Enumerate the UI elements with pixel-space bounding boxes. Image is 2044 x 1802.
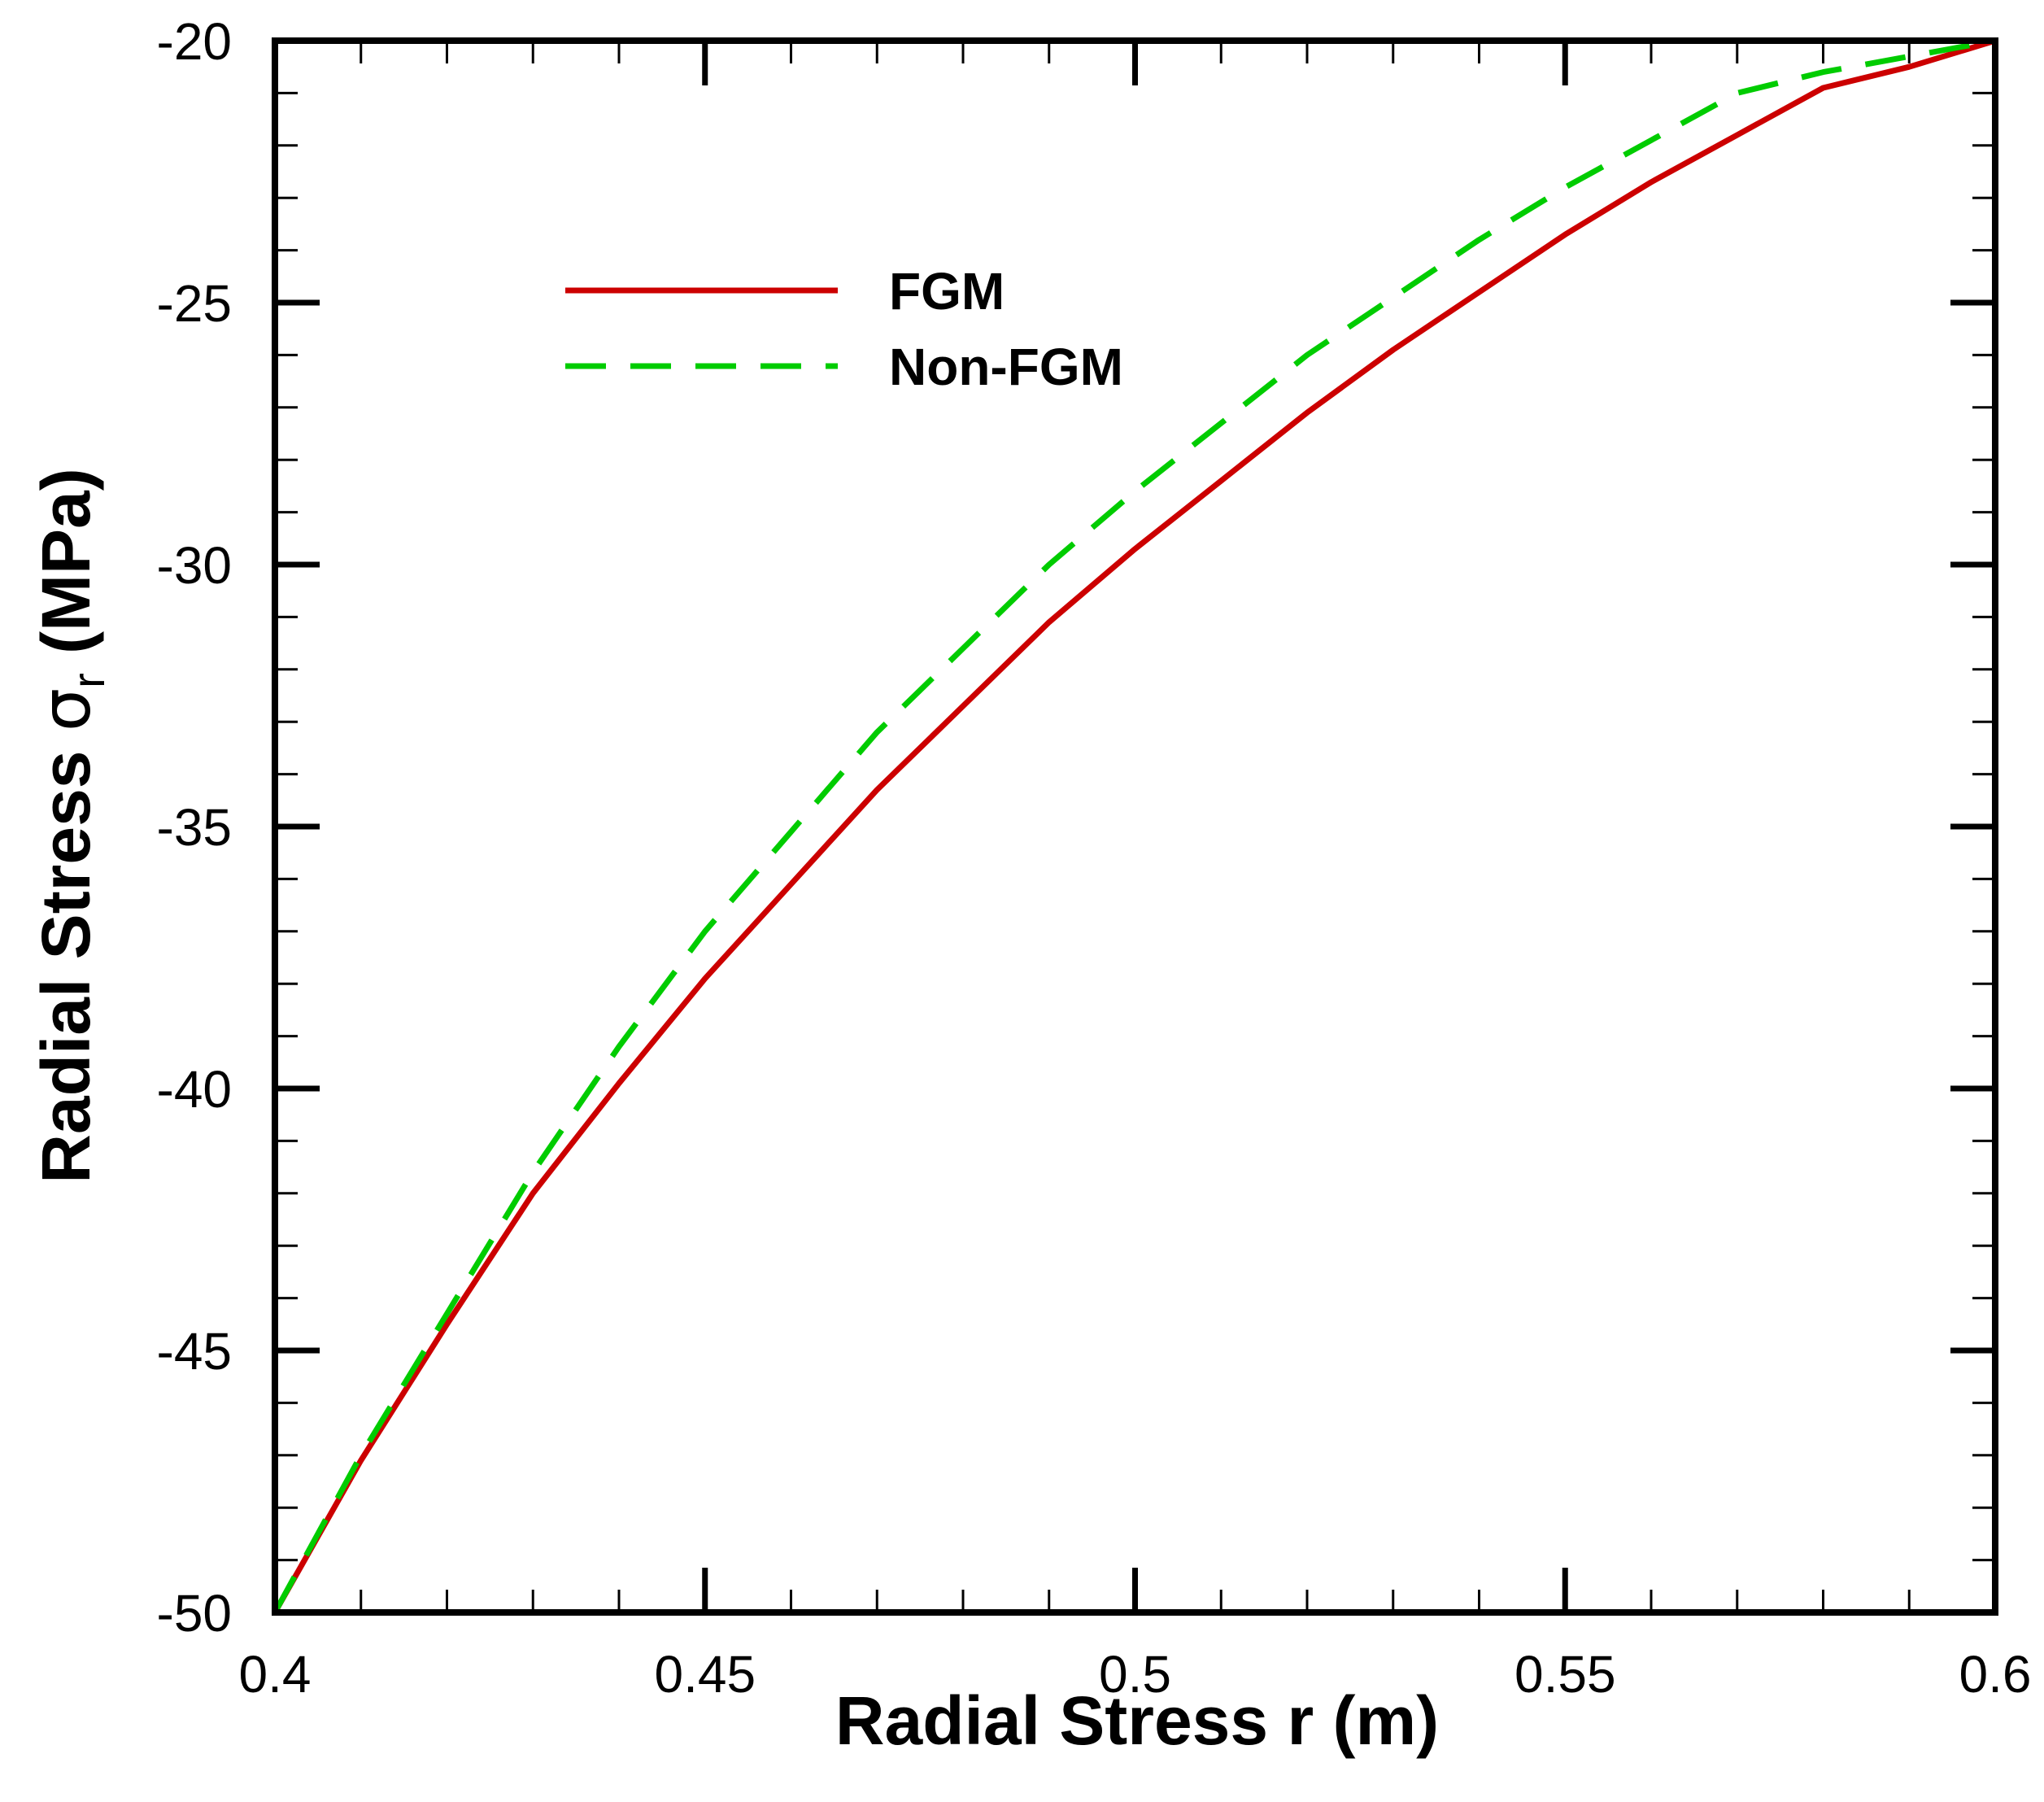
legend-label-non-fgm: Non-FGM [889,338,1123,396]
x-tick-labels: 0.4 0.45 0.5 0.55 0.6 [239,1645,2032,1704]
y-axis-title: Radial Stress σr (MPa) [26,468,114,1184]
series-lines [272,37,1997,1614]
y-tick-label: -30 [157,536,233,595]
x-tick-label: 0.45 [654,1645,756,1704]
x-tick-label: 0.4 [239,1645,312,1704]
y-axis-title-symbol: σ [26,688,106,731]
x-tick-label: 0.6 [1959,1645,2032,1704]
x-tick-label: 0.5 [1099,1645,1171,1704]
y-axis-title-unit: (MPa) [28,468,104,673]
y-tick-label: -45 [157,1322,233,1381]
minor-ticks [275,41,1995,1612]
plot-frame [272,37,1998,1616]
series-line-fgm [272,37,1997,1614]
x-axis-title: Radial Stress r (m) [835,1682,1439,1759]
y-tick-labels: -50 -45 -40 -35 -30 -25 -20 [157,12,233,1643]
y-tick-label: -50 [157,1584,233,1643]
legend-label-fgm: FGM [889,262,1005,321]
y-tick-label: -25 [157,274,233,333]
y-tick-label: -40 [157,1060,233,1119]
series-line-non-fgm [272,37,1996,1614]
x-tick-label: 0.55 [1514,1645,1616,1704]
y-axis-title-main: Radial Stress [28,731,104,1184]
y-axis-title-subscript: r [63,673,114,688]
legend: FGM Non-FGM [565,262,1123,396]
y-tick-label: -35 [157,798,233,857]
y-tick-label: -20 [157,12,233,71]
